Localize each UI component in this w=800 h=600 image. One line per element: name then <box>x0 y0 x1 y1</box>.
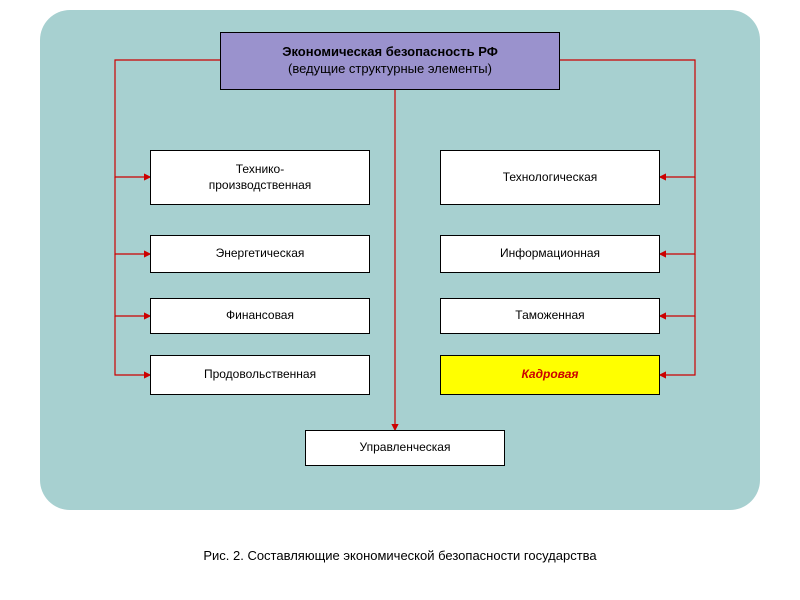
node-finance: Финансовая <box>150 298 370 334</box>
node-food: Продовольственная <box>150 355 370 395</box>
figure-caption: Рис. 2. Составляющие экономической безоп… <box>0 548 800 563</box>
node-information: Информационная <box>440 235 660 273</box>
node-energy: Энергетическая <box>150 235 370 273</box>
diagram-canvas: Экономическая безопасность РФ (ведущие с… <box>40 10 760 510</box>
root-subtitle: (ведущие структурные элементы) <box>288 61 492 76</box>
node-management: Управленческая <box>305 430 505 466</box>
node-customs: Таможенная <box>440 298 660 334</box>
node-personnel: Кадровая <box>440 355 660 395</box>
node-technological: Технологическая <box>440 150 660 205</box>
root-node: Экономическая безопасность РФ (ведущие с… <box>220 32 560 90</box>
node-tech-prod: Технико- производственная <box>150 150 370 205</box>
root-title: Экономическая безопасность РФ <box>282 44 498 59</box>
